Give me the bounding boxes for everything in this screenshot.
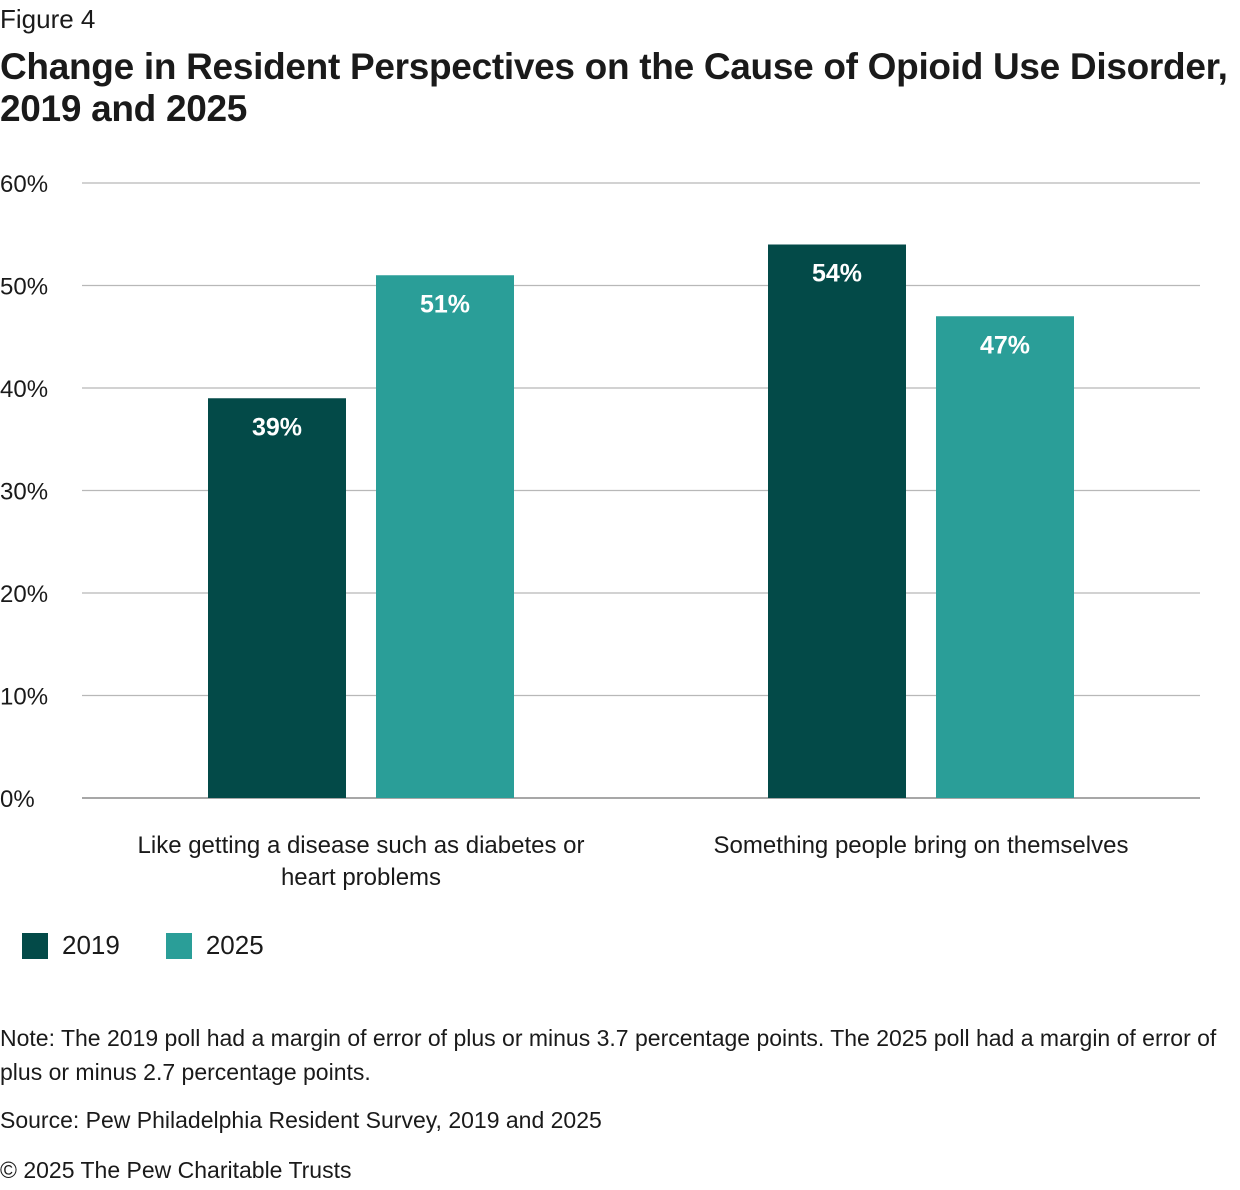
y-tick-label: 40% [0,376,48,403]
chart-note: Note: The 2019 poll had a margin of erro… [0,1025,1217,1085]
y-tick-label: 20% [0,581,48,608]
x-category-label: Something people bring on themselves [714,832,1129,859]
legend-item-2025: 2025 [165,930,264,961]
x-category-label: Like getting a disease such as diabetes … [138,832,585,859]
data-label: 51% [420,290,470,318]
legend-swatch-2019 [22,932,48,959]
figure-label: Figure 4 [0,4,96,34]
y-tick-label: 50% [0,274,48,301]
bar [936,316,1074,798]
legend: 2019 2025 [22,930,310,961]
y-tick-label: 10% [0,684,48,711]
y-tick-label: 30% [0,479,48,506]
legend-swatch-2025 [165,932,192,959]
legend-label-2019: 2019 [62,930,120,960]
bar [768,244,906,798]
chart-title: Change in Resident Perspectives on the C… [0,46,1228,129]
data-label: 47% [980,331,1030,359]
y-tick-label: 60% [0,171,48,198]
y-tick-label: 0% [0,786,35,813]
data-label: 54% [812,260,862,288]
legend-item-2019: 2019 [22,930,120,961]
data-label: 39% [252,413,302,441]
legend-label-2025: 2025 [205,930,264,960]
copyright: © 2025 The Pew Charitable Trusts [0,1157,352,1183]
x-category-label: heart problems [281,864,441,891]
bar [208,398,346,798]
chart-source: Source: Pew Philadelphia Resident Survey… [0,1107,602,1133]
bar-chart: 0% 10% 20% 30% 40% 50% 60% 39% 51% Like getting a… [0,171,1200,891]
bar [376,275,514,798]
